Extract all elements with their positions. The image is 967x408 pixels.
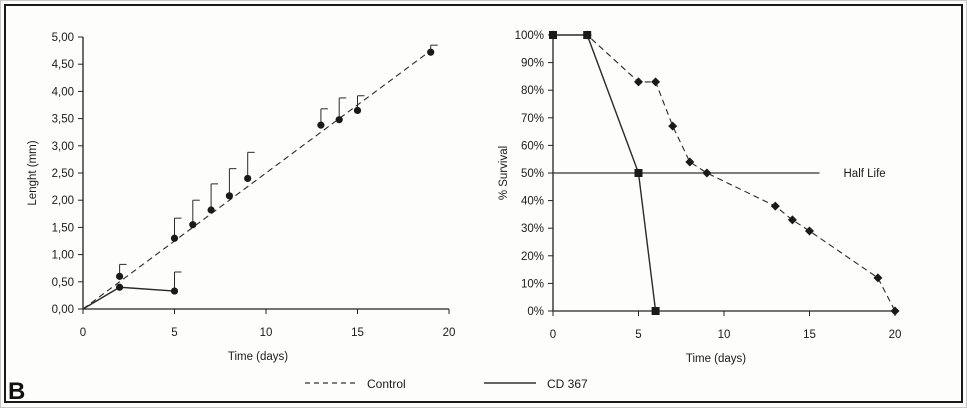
y-tick-label: 0,00 (52, 304, 74, 316)
data-point-control (873, 273, 883, 283)
x-tick-label: 5 (635, 329, 641, 341)
data-point-cd-367 (634, 169, 643, 177)
y-tick-label: 5,00 (52, 32, 74, 44)
y-tick-label: 0,50 (52, 277, 74, 289)
x-tick-label: 20 (889, 329, 902, 341)
y-tick-label: 4,50 (52, 59, 74, 71)
data-point-control (770, 201, 780, 211)
y-tick-label: 4,00 (52, 86, 74, 98)
data-point-cd-367 (170, 287, 179, 295)
x-tick-label: 15 (351, 327, 364, 339)
data-point-control (189, 221, 197, 229)
y-tick-label: 3,00 (52, 141, 74, 153)
figure-border (4, 4, 963, 403)
y-tick-label: 2,00 (52, 195, 74, 207)
series-line-cd-367 (82, 286, 175, 310)
y-tick-label: 10% (521, 278, 544, 290)
y-tick-label: 70% (521, 113, 544, 125)
x-tick-label: 5 (171, 327, 177, 339)
series-line-control (553, 34, 896, 312)
y-axis-label: % Survival (498, 146, 510, 200)
series-line-cd-367 (553, 34, 657, 312)
data-point-control (317, 121, 325, 129)
legend-control-label: Control (367, 377, 406, 391)
y-tick-label: 20% (521, 251, 544, 263)
x-axis-label: Time (days) (228, 351, 288, 363)
y-tick-label: 3,50 (52, 114, 74, 126)
y-tick-label: 80% (521, 85, 544, 97)
data-point-cd-367 (583, 31, 592, 39)
data-point-control (170, 234, 179, 242)
data-point-cd-367 (116, 283, 124, 291)
data-point-control (890, 306, 900, 316)
y-tick-label: 0% (527, 306, 544, 318)
length-chart: 0,00 0,50 1,00 1,50 2,00 2,50 3,00 3,50 4,00 4,50… (27, 32, 455, 363)
data-point-control (702, 168, 712, 178)
data-point-control (668, 121, 678, 131)
legend: Control CD 367 (305, 377, 588, 391)
y-tick-label: 2,50 (52, 168, 74, 180)
y-tick-label: 1,00 (52, 250, 74, 262)
y-tick-label: 1,50 (52, 222, 74, 234)
data-point-control (634, 77, 643, 87)
x-tick-label: 10 (718, 329, 731, 341)
x-tick-label: 20 (443, 327, 456, 339)
data-point-control (207, 206, 215, 214)
y-axis-label: Lenght (mm) (27, 140, 39, 205)
data-point-control (116, 272, 124, 280)
x-tick-label: 0 (550, 329, 556, 341)
data-point-cd-367 (549, 31, 557, 39)
y-tick-label: 60% (521, 140, 544, 152)
data-point-control (225, 192, 233, 200)
survival-chart: 0% 10% 20% 30% 40% 50% 60% 70% 80% 90% 100% 0 5 10 15 2… (498, 30, 901, 365)
x-axis-label: Time (days) (686, 353, 746, 365)
y-tick-label: 30% (521, 223, 544, 235)
x-tick-label: 10 (260, 327, 273, 339)
y-tick-label: 100% (515, 30, 544, 42)
data-point-control (805, 226, 814, 236)
panel-label: B (8, 378, 26, 405)
series-line-control (82, 50, 432, 310)
data-point-control (685, 157, 695, 167)
data-point-control (335, 116, 343, 124)
data-point-control (787, 215, 797, 225)
data-point-cd-367 (651, 307, 660, 315)
y-tick-label: 90% (521, 58, 544, 70)
x-tick-label: 0 (80, 327, 86, 339)
data-point-control (244, 174, 252, 183)
legend-cd367-label: CD 367 (547, 377, 588, 391)
y-tick-label: 50% (521, 168, 544, 180)
y-tick-label: 40% (521, 196, 544, 208)
half-life-label: Half Life (844, 168, 886, 180)
data-point-control (353, 106, 362, 115)
data-point-control (427, 48, 435, 56)
x-tick-label: 15 (803, 329, 816, 341)
data-point-control (651, 77, 661, 87)
